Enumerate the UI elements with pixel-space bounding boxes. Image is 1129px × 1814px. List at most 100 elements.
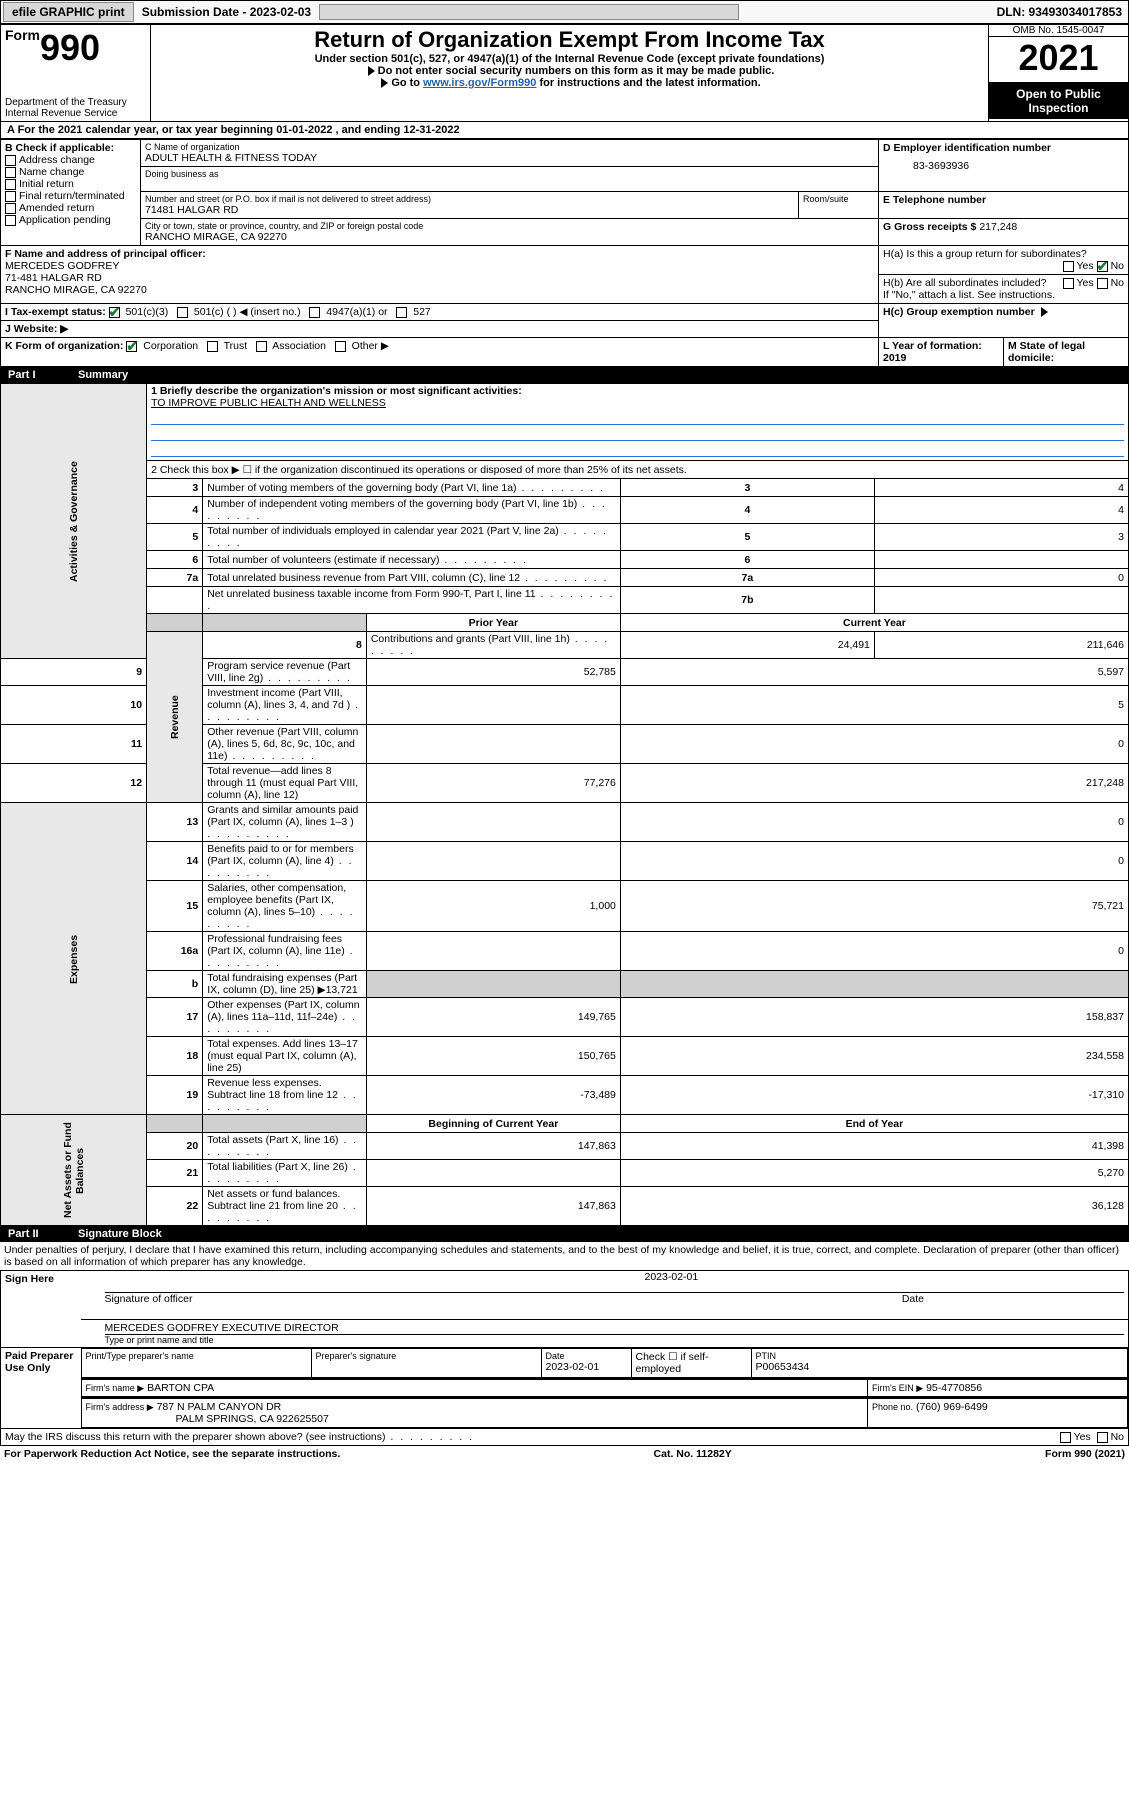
opt-trust: Trust	[224, 340, 248, 352]
sig-date-value: 2023-02-01	[645, 1271, 1129, 1283]
summary-table: Activities & Governance 1 Briefly descri…	[0, 383, 1129, 1226]
ha-yes[interactable]: Yes	[1077, 260, 1094, 272]
check-assoc[interactable]	[256, 341, 267, 352]
check-self-employed[interactable]: Check ☐ if self-employed	[631, 1349, 751, 1378]
dln: DLN: 93493034017853	[997, 5, 1128, 19]
hb-no[interactable]: No	[1111, 277, 1124, 289]
vlabel-netassets: Net Assets or Fund Balances	[1, 1115, 147, 1226]
check-initial-return[interactable]: Initial return	[5, 178, 136, 190]
officer-city: RANCHO MIRAGE, CA 92270	[5, 284, 874, 296]
check-name-change[interactable]: Name change	[5, 166, 136, 178]
vlabel-revenue: Revenue	[147, 632, 203, 803]
q1-label: 1 Briefly describe the organization's mi…	[151, 385, 1124, 397]
blue-line	[151, 427, 1124, 441]
officer-name-title: MERCEDES GODFREY EXECUTIVE DIRECTOR	[105, 1322, 1125, 1335]
phone-label: E Telephone number	[883, 194, 1124, 206]
q2: 2 Check this box ▶ ☐ if the organization…	[147, 461, 1129, 479]
tax-year: 2021	[989, 37, 1128, 79]
footer-left: For Paperwork Reduction Act Notice, see …	[4, 1448, 340, 1460]
org-name: ADULT HEALTH & FITNESS TODAY	[145, 152, 874, 164]
firm-ein: 95-4770856	[926, 1382, 982, 1394]
blue-line	[151, 411, 1124, 425]
opt-corp: Corporation	[143, 340, 198, 352]
form-990-text: 990	[40, 27, 100, 68]
row-3: 3Number of voting members of the governi…	[1, 479, 1129, 497]
page-footer: For Paperwork Reduction Act Notice, see …	[0, 1446, 1129, 1462]
sig-officer-label: Signature of officer	[105, 1293, 193, 1305]
check-501c[interactable]	[177, 307, 188, 318]
col-eoy: End of Year	[620, 1115, 1128, 1133]
ein-value: 83-3693936	[913, 160, 1124, 172]
opt-501c: 501(c) ( ) ◀ (insert no.)	[194, 306, 301, 318]
vlabel-expenses: Expenses	[1, 803, 147, 1115]
form-header: Form990 Department of the Treasury Inter…	[0, 24, 1129, 122]
efile-print-button[interactable]: efile GRAPHIC print	[3, 2, 134, 22]
city-label: City or town, state or province, country…	[145, 221, 874, 231]
discuss-no: No	[1111, 1431, 1124, 1443]
identity-grid: B Check if applicable: Address change Na…	[0, 139, 1129, 367]
discuss-yes-check[interactable]	[1060, 1432, 1071, 1443]
check-address-change[interactable]: Address change	[5, 154, 136, 166]
prep-name-label: Print/Type preparer's name	[86, 1351, 307, 1361]
footer-form: Form 990 (2021)	[1045, 1448, 1125, 1460]
col-current: Current Year	[620, 614, 1128, 632]
firm-addr-label: Firm's address ▶	[86, 1402, 154, 1412]
subtitle-3: Go to www.irs.gov/Form990 for instructio…	[155, 77, 984, 89]
form-title: Return of Organization Exempt From Incom…	[155, 27, 984, 53]
firm-phone-label: Phone no.	[872, 1402, 913, 1412]
state-domicile: M State of legal domicile:	[1008, 340, 1085, 364]
website-label: J Website: ▶	[5, 323, 68, 335]
firm-addr2: PALM SPRINGS, CA 922625507	[176, 1413, 864, 1425]
sig-date-label: Date	[902, 1293, 924, 1305]
check-application-pending[interactable]: Application pending	[5, 214, 136, 226]
hc-label: H(c) Group exemption number	[883, 306, 1035, 318]
prep-sig-label: Preparer's signature	[316, 1351, 537, 1361]
firm-name: BARTON CPA	[147, 1382, 214, 1394]
check-527[interactable]	[396, 307, 407, 318]
check-final-return[interactable]: Final return/terminated	[5, 190, 136, 202]
type-name-label: Type or print name and title	[105, 1335, 1125, 1345]
firm-addr1: 787 N PALM CANYON DR	[157, 1401, 282, 1413]
discuss-question: May the IRS discuss this return with the…	[5, 1431, 474, 1443]
check-corp[interactable]	[126, 341, 137, 352]
q1-value: TO IMPROVE PUBLIC HEALTH AND WELLNESS	[151, 397, 1124, 409]
opt-501c3: 501(c)(3)	[126, 306, 169, 318]
col-bcy: Beginning of Current Year	[366, 1115, 620, 1133]
dept-treasury: Department of the Treasury Internal Reve…	[5, 97, 146, 119]
check-amended-return[interactable]: Amended return	[5, 202, 136, 214]
row-4: 4Number of independent voting members of…	[1, 497, 1129, 524]
ptin: P00653434	[756, 1361, 1124, 1373]
check-trust[interactable]	[207, 341, 218, 352]
firm-ein-label: Firm's EIN ▶	[872, 1383, 923, 1393]
dba-label: Doing business as	[145, 169, 874, 179]
opt-assoc: Association	[272, 340, 326, 352]
org-name-label: C Name of organization	[145, 142, 874, 152]
discuss-no-check[interactable]	[1097, 1432, 1108, 1443]
irs-link[interactable]: www.irs.gov/Form990	[423, 77, 536, 89]
row-5: 5Total number of individuals employed in…	[1, 524, 1129, 551]
check-other[interactable]	[335, 341, 346, 352]
prep-date: 2023-02-01	[546, 1361, 627, 1373]
gross-receipts-label: G Gross receipts $	[883, 221, 976, 233]
form-prefix: Form	[5, 27, 40, 43]
ein-label: D Employer identification number	[883, 142, 1124, 154]
street-value: 71481 HALGAR RD	[145, 204, 794, 216]
part2-title: Signature Block	[78, 1228, 162, 1240]
opt-527: 527	[413, 306, 431, 318]
firm-phone: (760) 969-6499	[916, 1401, 988, 1413]
opt-other: Other ▶	[352, 340, 389, 352]
gross-receipts-value: 217,248	[979, 221, 1017, 233]
ha-label: H(a) Is this a group return for subordin…	[883, 248, 1087, 260]
check-4947[interactable]	[309, 307, 320, 318]
part1-header: Part I Summary	[0, 367, 1129, 383]
hb-yes[interactable]: Yes	[1077, 277, 1094, 289]
blue-line	[151, 443, 1124, 457]
top-bar: efile GRAPHIC print Submission Date - 20…	[0, 0, 1129, 24]
sign-here: Sign Here	[1, 1271, 81, 1348]
footer-cat: Cat. No. 11282Y	[654, 1448, 732, 1460]
check-501c3[interactable]	[109, 307, 120, 318]
officer-name: MERCEDES GODFREY	[5, 260, 874, 272]
ha-no[interactable]: No	[1111, 260, 1124, 272]
blank-bar	[319, 4, 739, 20]
discuss-yes: Yes	[1074, 1431, 1091, 1443]
